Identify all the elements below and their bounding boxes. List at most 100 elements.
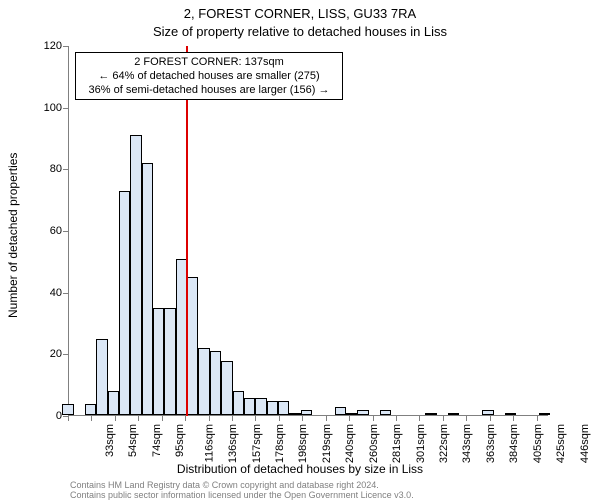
x-tick-label: 33sqm bbox=[105, 424, 116, 457]
plot-area: 02040608010012033sqm54sqm74sqm95sqm116sq… bbox=[68, 46, 548, 416]
x-tick bbox=[232, 416, 233, 421]
histogram-bar bbox=[62, 404, 73, 415]
chart-title-main: 2, FOREST CORNER, LISS, GU33 7RA bbox=[0, 6, 600, 21]
histogram-bar bbox=[289, 413, 300, 415]
x-tick bbox=[513, 416, 514, 421]
histogram-bar bbox=[96, 339, 107, 415]
histogram-bar bbox=[198, 348, 209, 415]
histogram-bar bbox=[335, 407, 346, 415]
marker-line bbox=[186, 46, 188, 416]
histogram-bar bbox=[539, 413, 550, 415]
x-tick-label: 136sqm bbox=[228, 424, 239, 463]
x-tick-label: 343sqm bbox=[463, 424, 474, 463]
x-tick-label: 425sqm bbox=[556, 424, 567, 463]
histogram-bar bbox=[142, 163, 153, 415]
x-tick-label: 384sqm bbox=[509, 424, 520, 463]
x-tick-label: 363sqm bbox=[486, 424, 497, 463]
histogram-bar bbox=[505, 413, 516, 415]
y-axis-line bbox=[68, 46, 69, 416]
histogram-bar bbox=[255, 398, 266, 416]
x-tick bbox=[91, 416, 92, 421]
histogram-bar bbox=[119, 191, 130, 415]
x-tick bbox=[302, 416, 303, 421]
info-box: 2 FOREST CORNER: 137sqm ← 64% of detache… bbox=[75, 52, 343, 100]
footer-attribution: Contains HM Land Registry data © Crown c… bbox=[70, 480, 414, 500]
x-tick bbox=[209, 416, 210, 421]
y-tick bbox=[63, 108, 68, 109]
histogram-bar bbox=[130, 135, 141, 415]
histogram-bar bbox=[210, 351, 221, 415]
histogram-bar bbox=[357, 410, 368, 415]
x-tick-label: 54sqm bbox=[128, 424, 139, 457]
histogram-bar bbox=[221, 361, 232, 416]
y-tick-label: 120 bbox=[32, 41, 62, 52]
x-tick-label: 405sqm bbox=[533, 424, 544, 463]
x-tick-label: 281sqm bbox=[392, 424, 403, 463]
x-tick bbox=[466, 416, 467, 421]
info-box-line-2: ← 64% of detached houses are smaller (27… bbox=[82, 69, 336, 83]
y-tick-label: 0 bbox=[32, 411, 62, 422]
histogram-bar bbox=[233, 391, 244, 415]
histogram-bar bbox=[380, 410, 391, 415]
x-tick-label: 240sqm bbox=[345, 424, 356, 463]
x-axis-label: Distribution of detached houses by size … bbox=[0, 462, 600, 476]
x-tick-label: 74sqm bbox=[152, 424, 163, 457]
x-tick bbox=[349, 416, 350, 421]
y-tick bbox=[63, 354, 68, 355]
x-tick-label: 178sqm bbox=[275, 424, 286, 463]
x-tick bbox=[68, 416, 69, 421]
x-tick bbox=[537, 416, 538, 421]
x-tick-label: 116sqm bbox=[204, 424, 215, 462]
y-tick-label: 60 bbox=[32, 226, 62, 237]
y-tick bbox=[63, 231, 68, 232]
info-box-line-1: 2 FOREST CORNER: 137sqm bbox=[82, 55, 336, 69]
x-tick bbox=[396, 416, 397, 421]
histogram-bar bbox=[425, 413, 436, 415]
x-tick-label: 219sqm bbox=[322, 424, 333, 463]
x-tick bbox=[185, 416, 186, 421]
footer-line-1: Contains HM Land Registry data © Crown c… bbox=[70, 480, 414, 490]
histogram-bar bbox=[278, 401, 289, 415]
x-tick bbox=[279, 416, 280, 421]
x-tick-label: 260sqm bbox=[369, 424, 380, 463]
chart-title-sub: Size of property relative to detached ho… bbox=[0, 24, 600, 39]
histogram-bar bbox=[187, 277, 198, 415]
y-tick-label: 40 bbox=[32, 288, 62, 299]
x-tick bbox=[443, 416, 444, 421]
y-tick-label: 100 bbox=[32, 103, 62, 114]
chart-container: 2, FOREST CORNER, LISS, GU33 7RA Size of… bbox=[0, 0, 600, 500]
x-tick-label: 301sqm bbox=[416, 424, 427, 463]
y-tick bbox=[63, 293, 68, 294]
x-tick-label: 198sqm bbox=[299, 424, 310, 463]
x-tick bbox=[490, 416, 491, 421]
x-tick bbox=[373, 416, 374, 421]
histogram-bar bbox=[448, 413, 459, 415]
histogram-bar bbox=[267, 401, 278, 415]
x-tick-label: 446sqm bbox=[580, 424, 591, 463]
y-tick bbox=[63, 46, 68, 47]
histogram-bar bbox=[301, 410, 312, 415]
info-box-line-3: 36% of semi-detached houses are larger (… bbox=[82, 83, 336, 97]
x-tick bbox=[115, 416, 116, 421]
histogram-bar bbox=[164, 308, 175, 415]
x-tick bbox=[419, 416, 420, 421]
x-tick bbox=[162, 416, 163, 421]
histogram-bar bbox=[244, 398, 255, 416]
x-tick-label: 322sqm bbox=[439, 424, 450, 463]
x-tick-label: 95sqm bbox=[175, 424, 186, 457]
footer-line-2: Contains public sector information licen… bbox=[70, 490, 414, 500]
histogram-bar bbox=[108, 391, 119, 415]
histogram-bar bbox=[153, 308, 164, 415]
x-tick bbox=[255, 416, 256, 421]
y-tick bbox=[63, 169, 68, 170]
x-tick bbox=[326, 416, 327, 421]
y-axis-label: Number of detached properties bbox=[6, 153, 20, 318]
histogram-bar bbox=[482, 410, 493, 415]
histogram-bar bbox=[85, 404, 96, 415]
y-tick-label: 20 bbox=[32, 349, 62, 360]
y-tick-label: 80 bbox=[32, 164, 62, 175]
x-axis-line bbox=[68, 415, 548, 416]
histogram-bar bbox=[346, 413, 357, 415]
x-tick-label: 157sqm bbox=[252, 424, 263, 463]
x-tick bbox=[138, 416, 139, 421]
